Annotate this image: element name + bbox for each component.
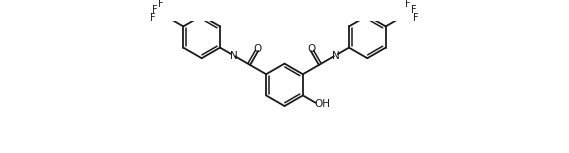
Text: OH: OH bbox=[314, 99, 330, 109]
Text: F: F bbox=[150, 13, 155, 23]
Text: N: N bbox=[230, 51, 237, 61]
Text: F: F bbox=[411, 5, 417, 15]
Text: O: O bbox=[253, 44, 261, 54]
Text: N: N bbox=[332, 51, 339, 61]
Text: O: O bbox=[308, 44, 316, 54]
Text: F: F bbox=[152, 5, 158, 15]
Text: F: F bbox=[158, 0, 164, 9]
Text: F: F bbox=[405, 0, 411, 9]
Text: F: F bbox=[414, 13, 419, 23]
